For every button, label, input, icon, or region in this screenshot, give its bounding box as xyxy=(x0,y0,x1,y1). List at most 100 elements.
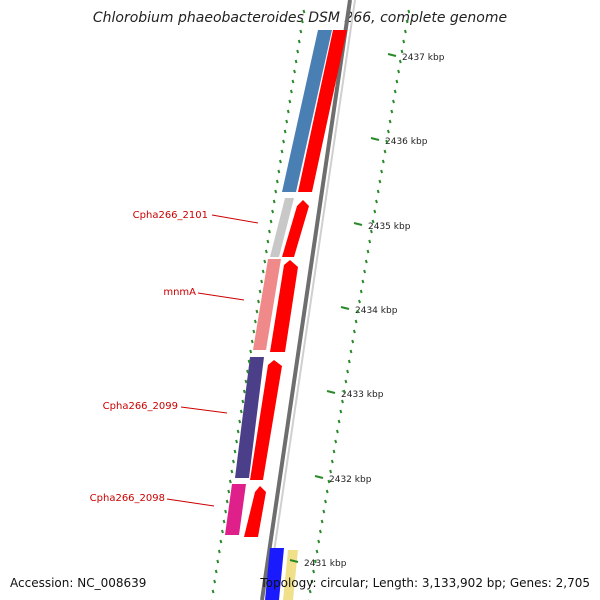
scale-ticks: 2437 kbp 2436 kbp 2435 kbp 2434 kbp 2433 kbp… xyxy=(211,9,445,600)
minor-tick xyxy=(318,529,322,534)
gene-label: mnmA xyxy=(163,287,196,298)
minor-tick xyxy=(299,29,303,34)
cds-arrow xyxy=(298,30,347,192)
minor-tick xyxy=(288,99,292,104)
minor-tick xyxy=(332,449,336,454)
minor-tick xyxy=(291,79,295,84)
minor-tick xyxy=(261,269,265,274)
minor-tick xyxy=(356,309,360,314)
minor-tick xyxy=(390,109,394,114)
minor-tick xyxy=(289,89,293,94)
minor-tick xyxy=(312,569,316,574)
minor-tick xyxy=(297,39,301,44)
scale-tick-label: 2433 kbp xyxy=(341,390,384,400)
scale-tick xyxy=(289,559,299,563)
minor-tick xyxy=(257,299,260,304)
scale-tick xyxy=(370,137,380,141)
minor-tick xyxy=(235,439,239,444)
minor-tick xyxy=(239,409,243,414)
minor-tick xyxy=(213,579,217,584)
feature-block-blue xyxy=(282,30,332,192)
minor-tick xyxy=(253,319,257,324)
minor-tick xyxy=(405,19,409,24)
minor-tick xyxy=(346,369,350,374)
minor-tick xyxy=(339,409,343,414)
minor-tick xyxy=(375,199,378,204)
minor-tick xyxy=(224,509,228,514)
minor-tick xyxy=(351,339,355,344)
minor-tick xyxy=(277,169,281,174)
minor-tick xyxy=(330,459,334,464)
minor-tick xyxy=(282,139,286,144)
minor-tick xyxy=(359,289,363,294)
minor-tick xyxy=(395,79,399,84)
minor-tick xyxy=(347,359,351,364)
cds-arrow xyxy=(250,360,282,480)
gene-label: Cpha266_2099 xyxy=(103,401,178,412)
minor-tick xyxy=(380,169,384,174)
minor-tick xyxy=(241,399,245,404)
minor-tick xyxy=(227,489,231,494)
minor-tick xyxy=(230,469,234,474)
scale-tick xyxy=(314,475,324,479)
minor-tick xyxy=(398,59,402,64)
minor-tick xyxy=(371,219,375,224)
minor-tick xyxy=(393,89,397,94)
minor-tick xyxy=(308,589,312,594)
minor-tick xyxy=(342,389,346,394)
minor-tick xyxy=(315,549,319,554)
minor-tick xyxy=(329,469,333,474)
scale-tick xyxy=(387,53,397,57)
minor-tick xyxy=(216,559,220,564)
minor-tick xyxy=(407,9,411,14)
accession-label: Accession: NC_008639 xyxy=(10,576,147,590)
minor-tick xyxy=(386,129,390,134)
minor-tick xyxy=(244,379,248,384)
minor-tick xyxy=(275,179,279,184)
minor-tick xyxy=(271,209,275,214)
minor-tick xyxy=(392,99,395,104)
minor-tick xyxy=(211,589,215,594)
minor-tick xyxy=(385,139,389,144)
scale-tick-label: 2435 kbp xyxy=(368,222,411,232)
backbone-highlight xyxy=(266,0,356,600)
minor-tick xyxy=(217,549,221,554)
scale-tick-label: 2432 kbp xyxy=(329,475,372,485)
scale-tick xyxy=(326,390,336,394)
cds-arrow xyxy=(282,200,309,257)
minor-tick xyxy=(266,239,270,244)
minor-tick xyxy=(369,229,373,234)
minor-tick xyxy=(255,309,259,314)
minor-tick xyxy=(344,379,348,384)
feature-block-purple xyxy=(235,357,264,478)
gene-label-leader xyxy=(197,292,245,301)
scale-tick-label: 2436 kbp xyxy=(385,137,428,147)
minor-tick xyxy=(320,519,324,524)
minor-tick xyxy=(349,349,353,354)
scale-tick xyxy=(340,306,350,310)
scale-tick-label: 2437 kbp xyxy=(402,53,445,63)
gene-label-leader xyxy=(180,406,228,414)
topology-label: Topology: circular; Length: 3,133,902 bp… xyxy=(260,576,590,590)
minor-tick xyxy=(269,219,273,224)
minor-tick xyxy=(397,69,401,74)
minor-tick xyxy=(368,239,372,244)
minor-tick xyxy=(337,419,341,424)
minor-tick xyxy=(214,569,218,574)
minor-tick xyxy=(378,179,382,184)
map-title: Chlorobium phaeobacteroides DSM 266, com… xyxy=(92,10,508,26)
minor-tick xyxy=(252,329,256,334)
backbone-line xyxy=(260,0,352,600)
minor-tick xyxy=(280,149,284,154)
cds-arrow xyxy=(244,486,266,537)
gene-label: Cpha266_2101 xyxy=(133,210,208,221)
minor-tick xyxy=(219,539,223,544)
minor-tick xyxy=(334,439,338,444)
minor-tick xyxy=(361,279,365,284)
minor-tick xyxy=(325,489,329,494)
minor-tick xyxy=(272,199,276,204)
minor-tick xyxy=(322,509,326,514)
cds-arrow xyxy=(270,260,298,352)
minor-tick xyxy=(246,369,249,374)
minor-tick xyxy=(335,429,339,434)
